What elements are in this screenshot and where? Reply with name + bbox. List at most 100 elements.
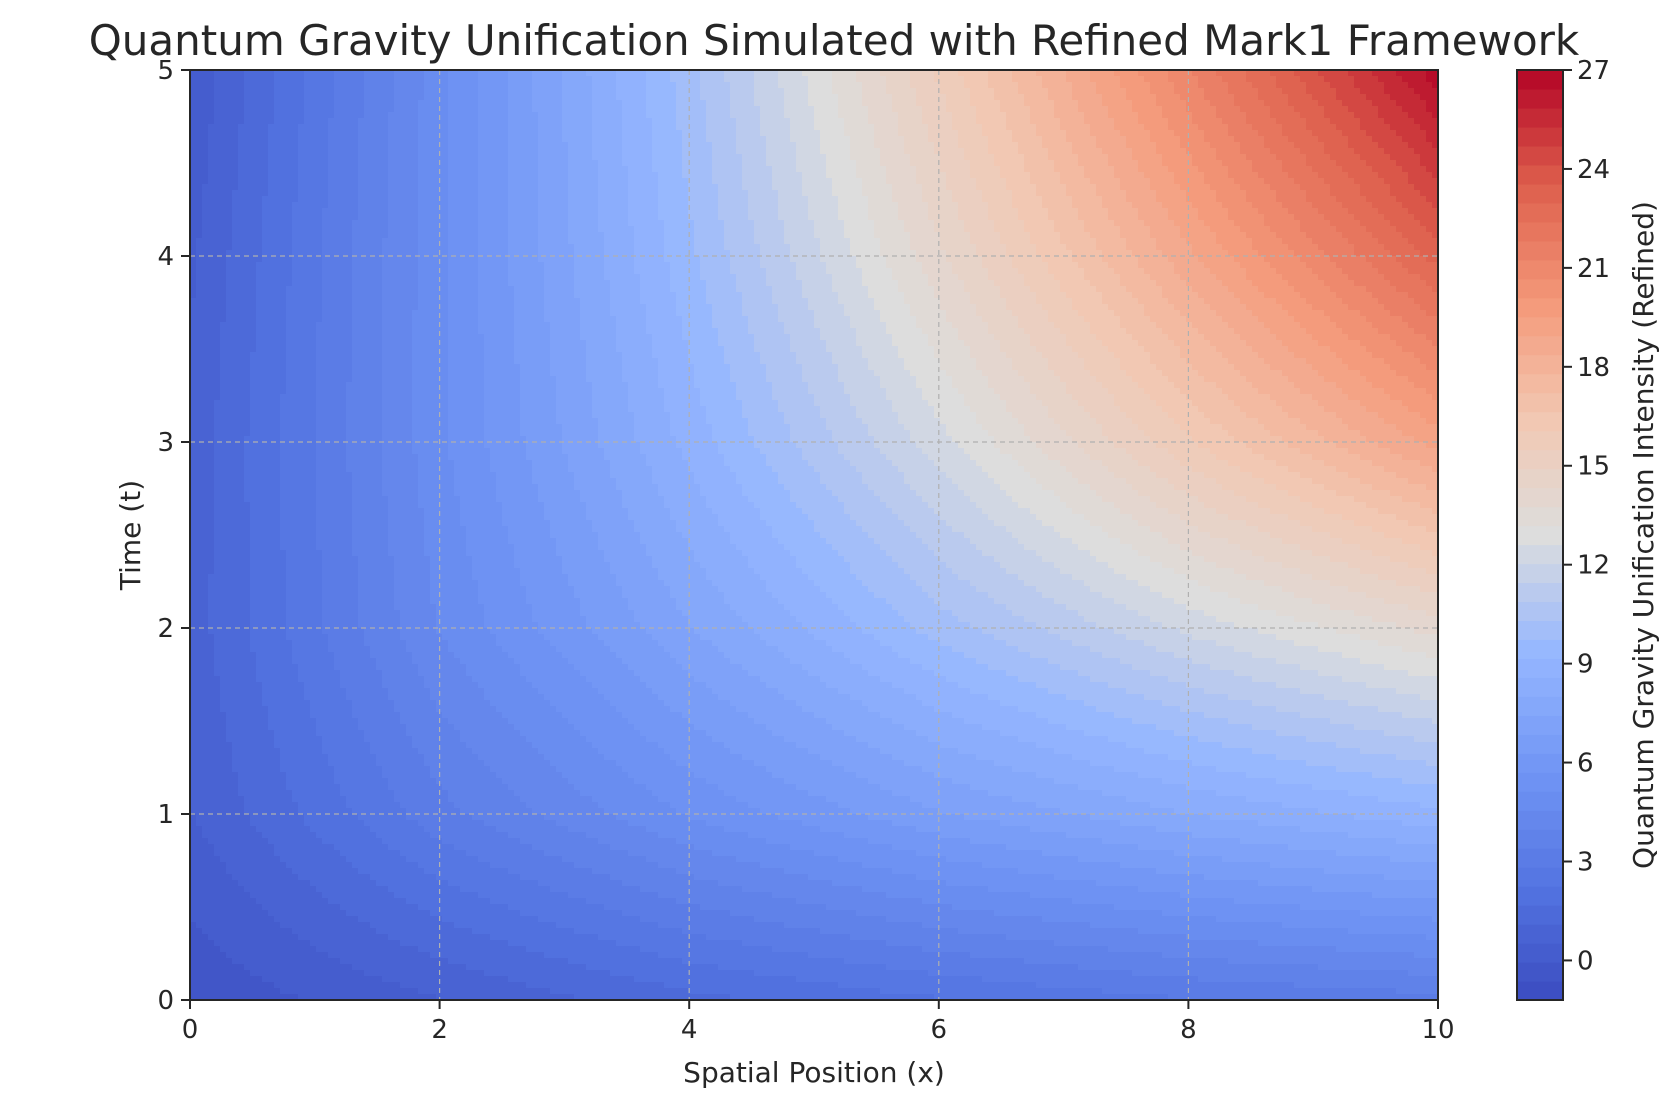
contour-cell [430,76,437,83]
contour-cell [1120,190,1127,197]
contour-cell [220,148,227,155]
contour-cell [502,160,509,167]
contour-cell [370,178,377,185]
contour-cell [226,130,233,137]
contour-cell [616,172,623,179]
contour-cell [346,166,353,173]
contour-cell [202,208,209,215]
contour-cell [1060,124,1067,131]
contour-cell [1234,196,1241,203]
contour-cell [1390,112,1397,119]
contour-cell [514,100,521,107]
contour-cell [352,172,359,179]
contour-cell [226,142,233,149]
contour-cell [1264,184,1271,191]
contour-cell [508,94,515,101]
contour-cell [538,184,545,191]
contour-cell [532,202,539,209]
contour-cell [1120,100,1127,107]
contour-cell [898,118,905,125]
contour-cell [832,190,839,197]
contour-cell [484,112,491,119]
contour-cell [604,124,611,131]
contour-cell [1054,190,1061,197]
contour-cell [802,118,809,125]
contour-cell [1144,208,1151,215]
contour-cell [496,160,503,167]
contour-cell [466,196,473,203]
contour-cell [814,142,821,149]
contour-cell [442,136,449,143]
contour-cell [1132,136,1139,143]
contour-cell [982,88,989,95]
contour-cell [322,184,329,191]
contour-cell [1078,154,1085,161]
contour-cell [664,82,671,89]
contour-cell [976,94,983,101]
contour-cell [424,154,431,161]
contour-cell [1348,172,1355,179]
contour-cell [1036,208,1043,215]
contour-cell [580,88,587,95]
contour-cell [796,166,803,173]
contour-cell [916,196,923,203]
contour-cell [1348,166,1355,173]
contour-cell [1096,208,1103,215]
contour-cell [520,118,527,125]
contour-cell [628,106,635,113]
contour-cell [718,148,725,155]
contour-cell [886,190,893,197]
contour-cell [904,136,911,143]
contour-cell [364,148,371,155]
contour-cell [442,148,449,155]
contour-cell [340,184,347,191]
contour-cell [1246,160,1253,167]
contour-cell [604,88,611,95]
contour-cell [1126,100,1133,107]
contour-cell [352,202,359,209]
contour-cell [730,124,737,131]
contour-cell [196,118,203,125]
contour-cell [724,148,731,155]
contour-cell [1264,148,1271,155]
contour-cell [376,124,383,131]
contour-cell [646,208,653,215]
contour-cell [1300,184,1307,191]
contour-cell [586,112,593,119]
contour-cell [670,136,677,143]
contour-cell [1342,172,1349,179]
contour-cell [388,130,395,137]
contour-cell [1366,148,1373,155]
contour-cell [1198,148,1205,155]
contour-cell [1228,184,1235,191]
contour-cell [934,196,941,203]
contour-cell [1216,148,1223,155]
contour-cell [856,94,863,101]
contour-cell [1348,100,1355,107]
contour-cell [1258,136,1265,143]
contour-cell [880,148,887,155]
contour-cell [502,142,509,149]
contour-cell [1300,94,1307,101]
contour-cell [898,178,905,185]
contour-cell [1336,178,1343,185]
contour-cell [1024,190,1031,197]
contour-cell [310,100,317,107]
contour-cell [478,202,485,209]
contour-cell [808,172,815,179]
contour-cell [472,154,479,161]
contour-cell [496,136,503,143]
contour-cell [322,196,329,203]
contour-cell [676,166,683,173]
contour-cell [340,142,347,149]
contour-cell [622,160,629,167]
contour-cell [406,100,413,107]
contour-cell [526,136,533,143]
contour-cell [850,178,857,185]
contour-cell [1144,154,1151,161]
contour-cell [1366,136,1373,143]
contour-cell [862,196,869,203]
contour-cell [664,148,671,155]
contour-cell [244,160,251,167]
contour-cell [388,100,395,107]
